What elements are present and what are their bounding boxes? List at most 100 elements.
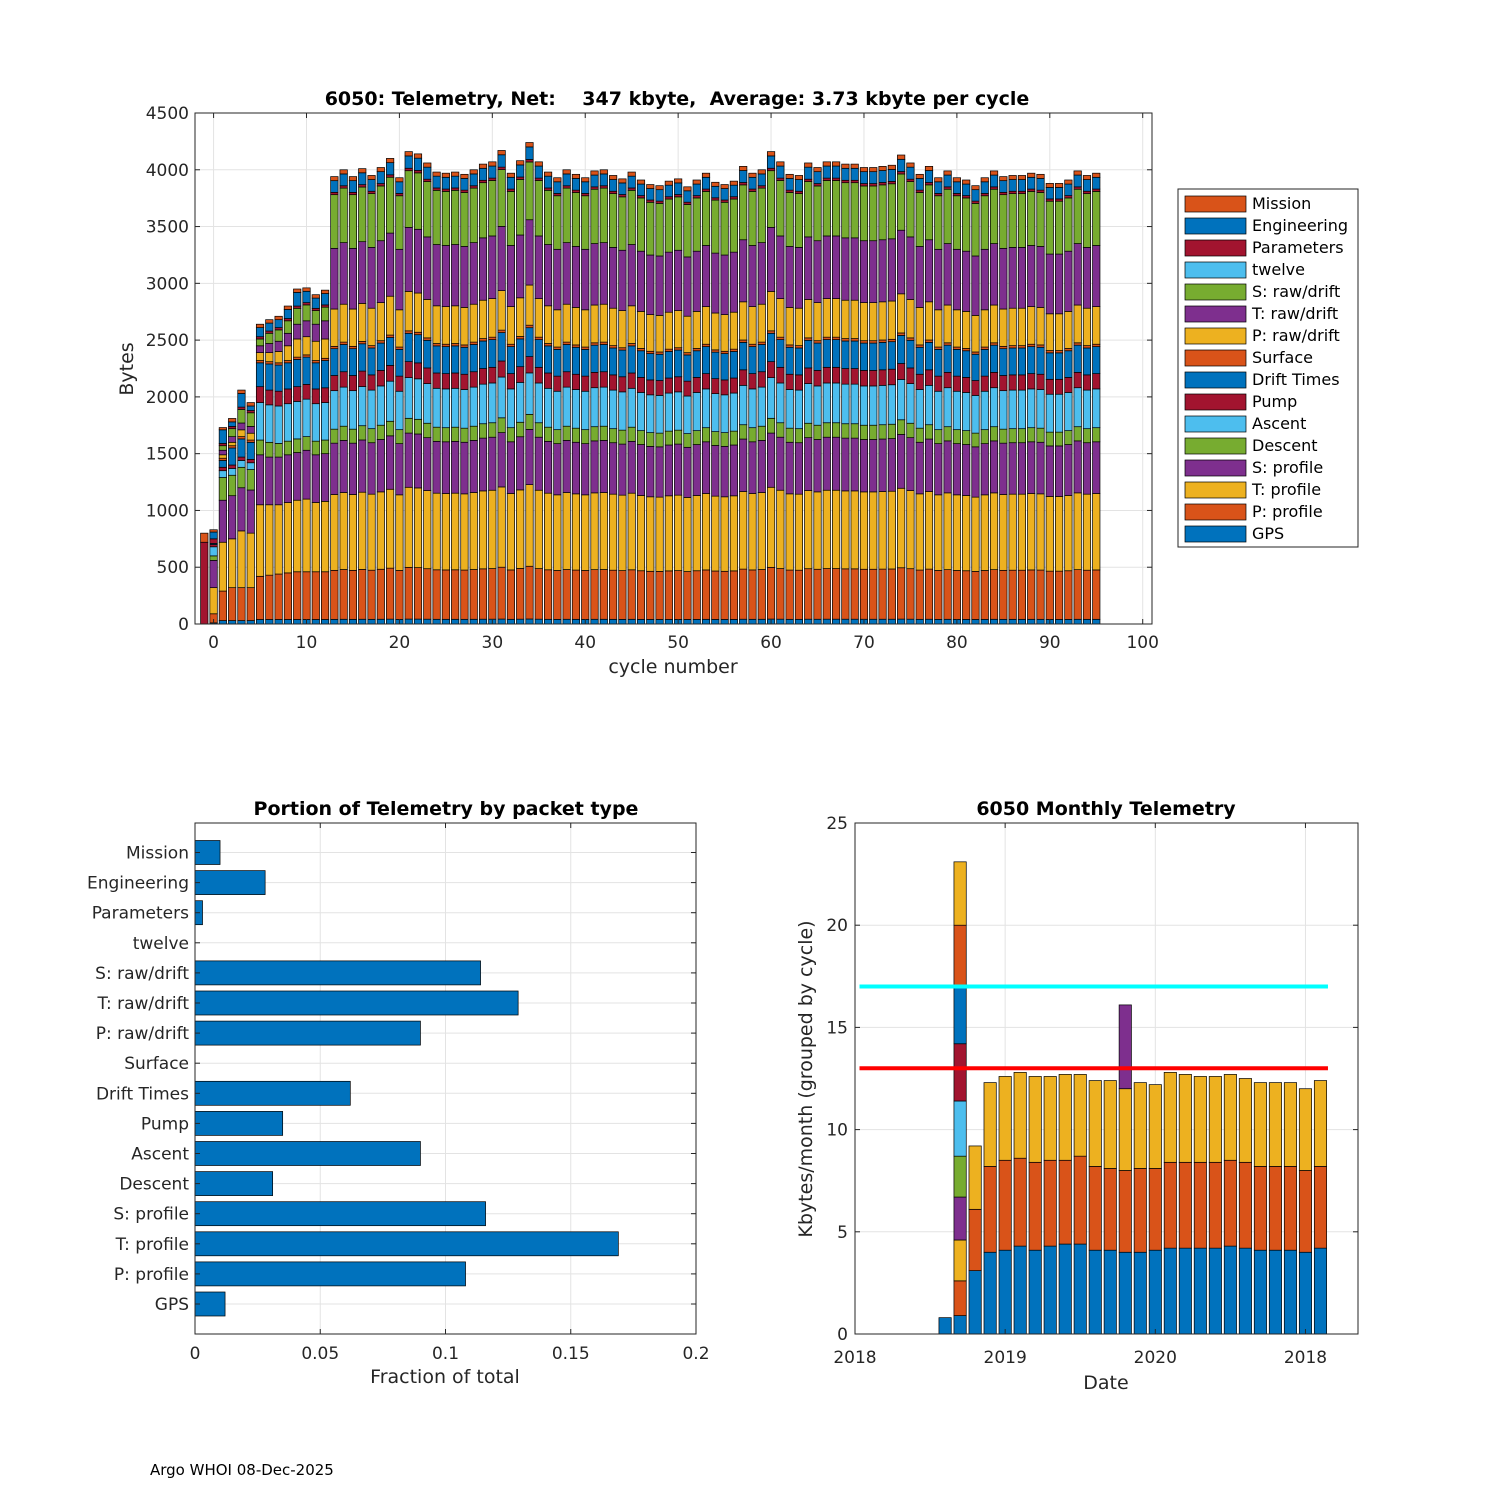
bar-segment (869, 568, 878, 620)
bar-segment (943, 426, 952, 442)
bar-segment (1073, 344, 1082, 373)
bar-segment (534, 235, 543, 299)
bar-segment (395, 195, 404, 250)
bar-segment (571, 307, 581, 346)
bar-segment (766, 330, 776, 334)
bar-segment (701, 618, 711, 625)
bar-segment (897, 293, 906, 334)
bar-segment (609, 618, 618, 625)
bar-segment (1027, 441, 1036, 494)
bar-segment (1055, 183, 1064, 188)
bar-segment (850, 618, 859, 625)
bar-segment (776, 180, 785, 237)
bar-segment (850, 340, 859, 369)
bar-segment (534, 436, 543, 491)
bar-segment (739, 339, 748, 343)
bar-segment (469, 569, 478, 620)
bar-segment (451, 171, 460, 177)
bar-segment (348, 180, 358, 193)
bar-segment (478, 237, 488, 301)
bar-segment (766, 155, 776, 169)
bar-segment (516, 164, 525, 178)
bar-segment (766, 566, 776, 620)
bar-segment (413, 433, 423, 489)
bar-segment (348, 308, 358, 347)
bar-segment (859, 171, 869, 184)
bar-segment (1055, 253, 1064, 315)
bar-segment (506, 306, 515, 345)
bar-segment (785, 441, 794, 495)
bar-segment (525, 161, 534, 221)
bar-segment (534, 298, 543, 338)
bar-segment (599, 187, 608, 243)
bar-segment (999, 345, 1008, 350)
bar-segment (1008, 175, 1017, 180)
monthly-bar-segment (968, 1145, 982, 1210)
bar-segment (265, 456, 274, 506)
bar-segment (859, 183, 869, 187)
bar-segment (804, 337, 813, 341)
bar-segment (404, 170, 413, 228)
bar-segment (701, 427, 711, 443)
bar-segment (348, 348, 358, 376)
bar-segment (1064, 570, 1073, 620)
bar-segment (358, 303, 367, 342)
bar-segment (813, 340, 822, 344)
bar-segment (813, 167, 822, 173)
bar-segment (339, 187, 348, 243)
bar-segment (683, 446, 692, 498)
bar-segment (534, 336, 543, 340)
monthly-bar-segment (1118, 1170, 1132, 1253)
bar-segment (1017, 569, 1026, 620)
bar-segment (980, 375, 989, 392)
bar-segment (934, 375, 943, 392)
bar-segment (1036, 427, 1045, 443)
bar-segment (451, 175, 460, 189)
bar-segment (516, 489, 525, 569)
bar-segment (283, 345, 292, 361)
bar-segment (441, 388, 450, 429)
bar-segment (850, 368, 859, 385)
bar-segment (274, 443, 283, 458)
bar-segment (1064, 350, 1073, 378)
portion-bar (194, 870, 266, 895)
bar-segment (943, 372, 952, 389)
bar-segment (878, 384, 887, 426)
bar-segment (516, 382, 525, 423)
bar-segment (897, 618, 906, 625)
bar-segment (674, 178, 683, 184)
bar-segment (553, 494, 562, 571)
bar-segment (980, 494, 989, 571)
bar-segment (469, 440, 478, 493)
bar-segment (376, 424, 385, 440)
bar-segment (664, 619, 673, 625)
bar-segment (321, 439, 330, 455)
bar-segment (878, 491, 887, 570)
bar-segment (850, 437, 859, 492)
bar-segment (1064, 179, 1073, 185)
bar-segment (627, 189, 636, 245)
bar-segment (804, 618, 813, 625)
bar-segment (980, 429, 989, 444)
bar-segment (683, 497, 692, 572)
bar-segment (999, 618, 1008, 625)
bar-segment (1055, 431, 1064, 447)
bar-segment (1055, 378, 1064, 395)
bar-segment (989, 243, 999, 306)
bar-segment (943, 304, 952, 344)
bar-segment (544, 343, 553, 347)
bar-segment (887, 341, 896, 370)
bar-segment (339, 440, 348, 493)
bar-segment (748, 346, 757, 374)
bar-segment (757, 440, 766, 493)
bar-segment (1082, 247, 1092, 309)
telemetry-xlabel: cycle number (608, 656, 737, 678)
bar-segment (757, 242, 766, 305)
bar-segment (488, 339, 497, 368)
bar-segment (822, 422, 831, 438)
bar-segment (999, 180, 1008, 193)
bar-segment (265, 319, 274, 324)
x-tick-label: 2020 (1134, 1348, 1177, 1368)
bar-segment (887, 181, 896, 185)
bar-segment (692, 197, 701, 252)
